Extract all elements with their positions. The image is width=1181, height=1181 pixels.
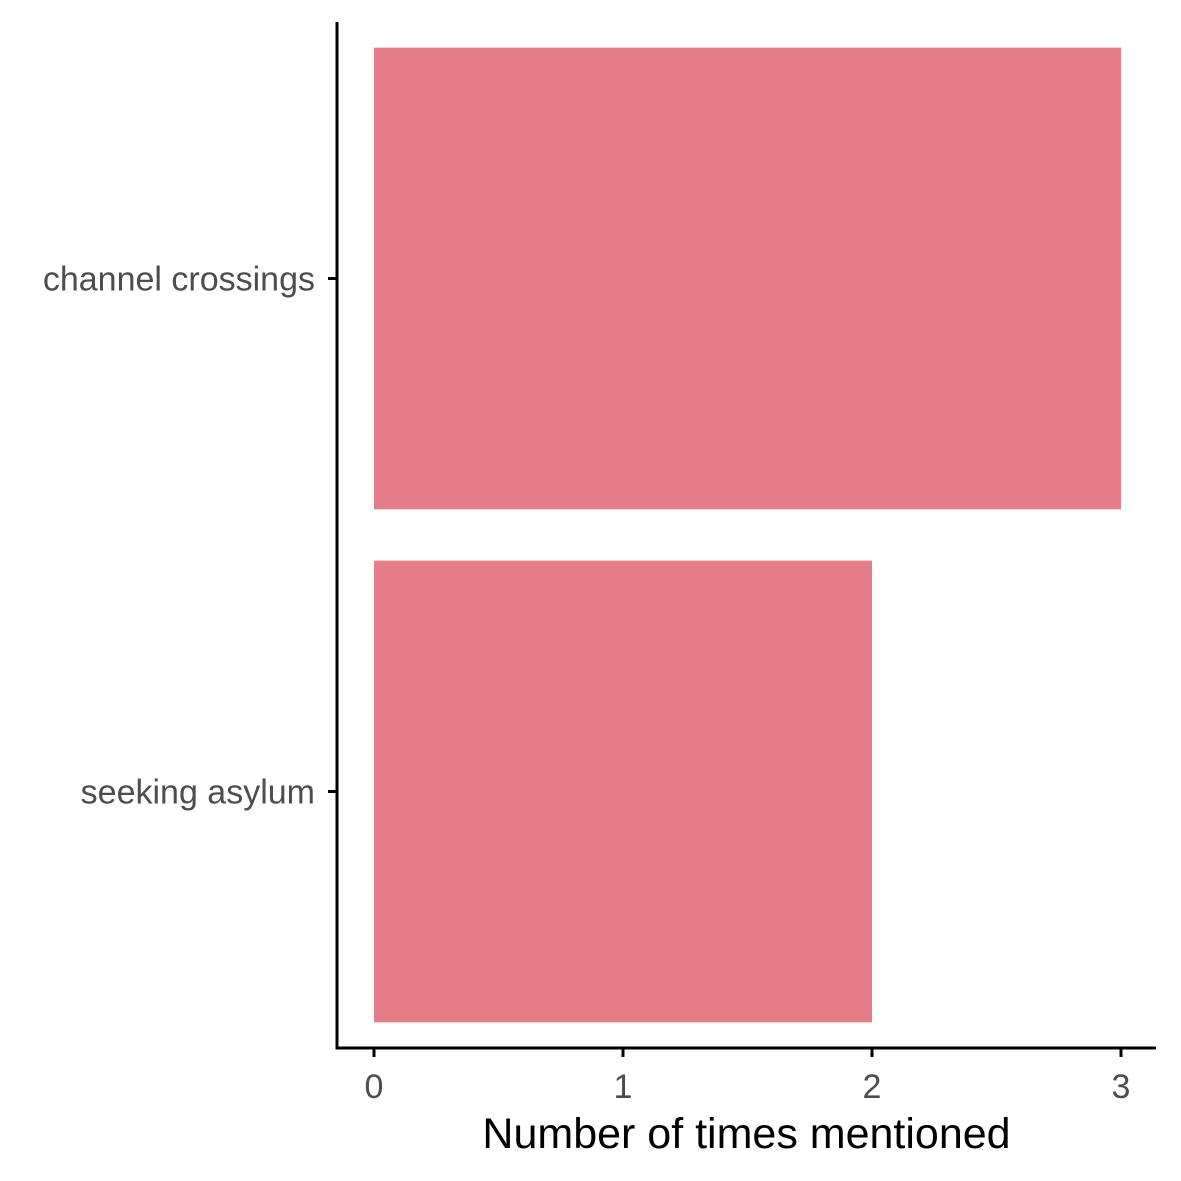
x-tick-label: 3 xyxy=(1112,1068,1131,1106)
x-axis-ticks: 0 1 2 3 xyxy=(365,1048,1131,1106)
y-axis-ticks: channel crossings seeking asylum xyxy=(43,261,337,812)
bars-group xyxy=(374,47,1121,1023)
y-tick-label: seeking asylum xyxy=(81,774,315,812)
bar xyxy=(374,560,872,1023)
x-tick-label: 1 xyxy=(614,1068,633,1106)
x-tick-label: 2 xyxy=(863,1068,882,1106)
x-tick-label: 0 xyxy=(365,1068,384,1106)
y-tick-label: channel crossings xyxy=(43,261,315,299)
x-axis-title: Number of times mentioned xyxy=(482,1110,1010,1158)
bar xyxy=(374,47,1121,510)
